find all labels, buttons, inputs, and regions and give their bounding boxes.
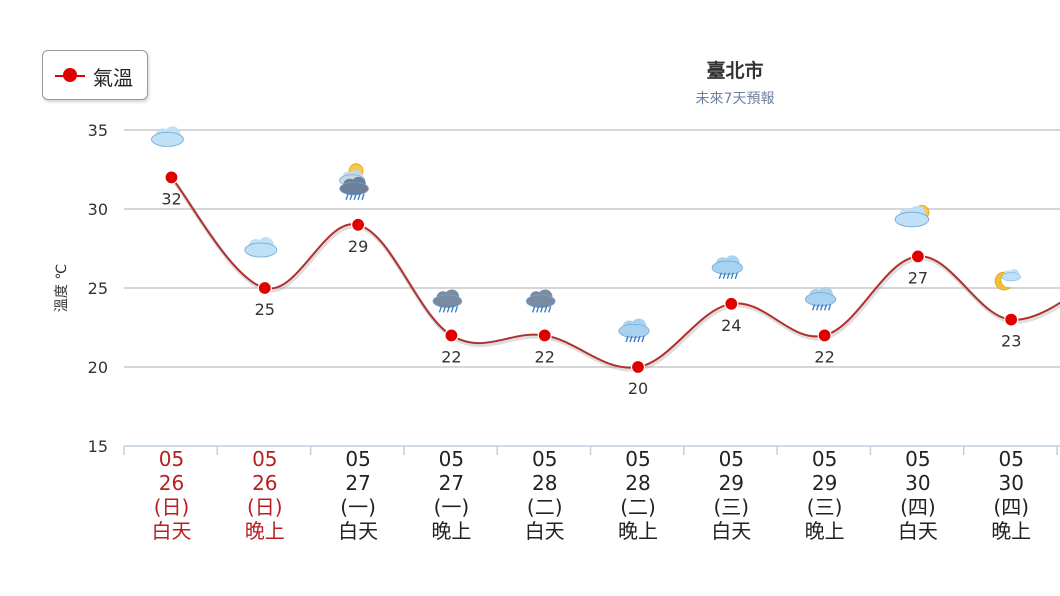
x-tick-label: 05	[439, 447, 464, 471]
data-point	[630, 359, 646, 375]
thunderstorm-icon	[432, 289, 463, 308]
x-tick-label: 27	[345, 471, 370, 495]
x-tick-label: 晚上	[991, 519, 1031, 543]
rain-icon	[618, 318, 650, 338]
rain-drops-icon	[811, 304, 832, 311]
x-tick-label: (一)	[340, 495, 376, 519]
data-point	[817, 328, 832, 343]
x-tick-label: 白天	[152, 519, 192, 543]
y-axis-label: 溫度 ℃	[54, 264, 70, 312]
x-tick-label: 白天	[525, 519, 565, 543]
x-tick-label: 05	[812, 447, 837, 471]
rain-icon	[711, 255, 743, 275]
rain-drops-icon	[345, 193, 365, 201]
x-tick-label: 05	[159, 447, 184, 471]
x-tick-label: 05	[719, 447, 744, 471]
x-tick-label: 晚上	[245, 519, 285, 543]
cloudy-icon	[151, 126, 184, 147]
rain-drops-icon	[438, 306, 459, 313]
x-tick-label: (四)	[900, 495, 936, 519]
rain-drops-icon	[625, 335, 645, 343]
data-point	[257, 280, 272, 296]
data-point	[164, 170, 179, 185]
data-label: 22	[441, 347, 461, 366]
thunderstorm-icon	[525, 289, 556, 308]
y-tick-label: 30	[88, 200, 108, 219]
x-tick-label: 白天	[338, 519, 378, 543]
x-tick-label: 28	[532, 471, 557, 495]
x-tick-label: 28	[625, 471, 650, 495]
x-tick-label: 27	[439, 471, 464, 495]
x-tick-label: 白天	[711, 519, 751, 543]
data-point	[1004, 312, 1019, 327]
data-label: 24	[721, 316, 741, 335]
legend-dot-marker	[63, 68, 77, 82]
x-tick-label: (二)	[527, 495, 563, 519]
y-tick-label: 15	[88, 437, 108, 456]
data-point	[910, 249, 926, 264]
data-label: 23	[1001, 332, 1021, 351]
x-tick-label: 晚上	[431, 519, 471, 543]
x-tick-label: (日)	[154, 495, 190, 519]
chart-title: 臺北市	[706, 60, 764, 82]
data-point	[444, 328, 459, 343]
x-tick-label: 26	[252, 471, 277, 495]
thunderstorm-sun-icon	[339, 176, 369, 196]
partly-cloudy-sun-icon	[894, 205, 930, 228]
legend[interactable]: 氣溫	[42, 50, 148, 100]
y-tick-label: 35	[88, 121, 108, 140]
data-label: 20	[628, 379, 648, 398]
x-tick-label: (三)	[807, 495, 843, 519]
x-tick-label: (三)	[713, 495, 749, 519]
x-tick-label: 05	[532, 447, 557, 471]
data-label: 27	[908, 268, 928, 287]
rain-icon	[805, 286, 837, 307]
data-label: 29	[348, 237, 368, 256]
x-tick-label: (二)	[620, 495, 656, 519]
data-point	[537, 328, 552, 343]
rain-drops-icon	[532, 306, 552, 313]
data-label: 22	[535, 347, 555, 366]
x-tick-label: (一)	[434, 495, 470, 519]
x-tick-label: 05	[345, 447, 370, 471]
x-tick-label: 30	[905, 471, 930, 495]
legend-label: 氣溫	[93, 66, 133, 90]
x-tick-label: 晚上	[805, 519, 845, 543]
data-point	[351, 217, 366, 232]
x-tick-label: 晚上	[618, 519, 658, 543]
x-tick-label: 26	[159, 471, 184, 495]
x-tick-label: 05	[625, 447, 650, 471]
x-tick-label: 05	[998, 447, 1023, 471]
data-label: 22	[814, 347, 834, 366]
x-tick-label: 29	[812, 471, 837, 495]
x-tick-label: 30	[998, 471, 1023, 495]
x-tick-label: 29	[719, 471, 744, 495]
x-tick-label: (日)	[247, 495, 283, 519]
y-tick-label: 25	[88, 279, 108, 298]
cloudy-icon	[244, 237, 278, 258]
x-tick-label: (四)	[993, 495, 1029, 519]
data-label: 25	[255, 300, 275, 319]
data-point	[724, 296, 739, 311]
data-label: 32	[161, 189, 181, 208]
partly-cloudy-moon-icon	[1001, 269, 1022, 282]
chart-subtitle: 未來7天預報	[695, 91, 775, 107]
y-tick-label: 20	[88, 358, 108, 377]
moon-icon	[994, 271, 1012, 291]
rain-drops-icon	[718, 272, 738, 280]
x-tick-label: 05	[252, 447, 277, 471]
x-tick-label: 05	[905, 447, 930, 471]
x-tick-label: 白天	[898, 519, 938, 543]
